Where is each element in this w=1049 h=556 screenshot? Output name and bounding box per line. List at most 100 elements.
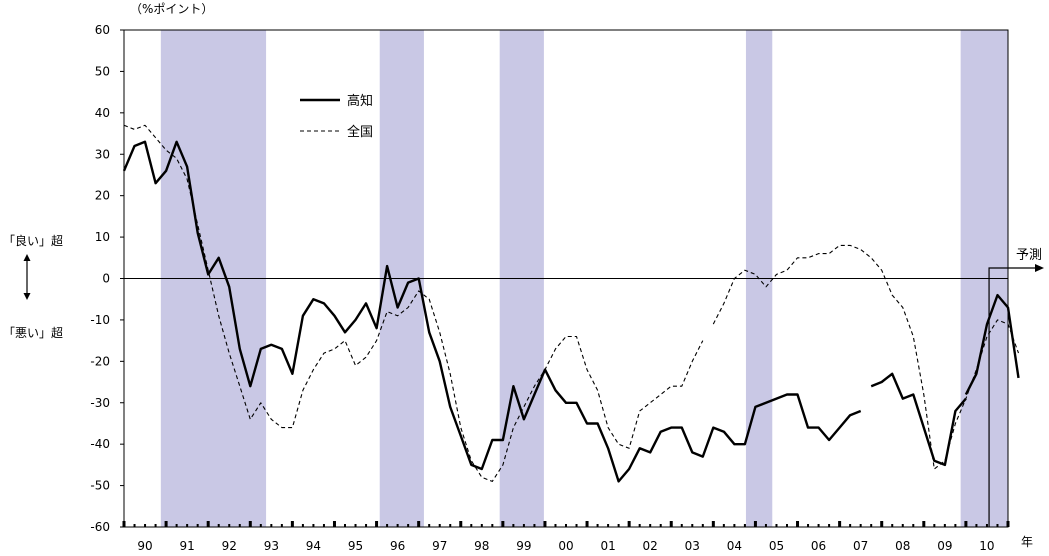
x-tick-minor <box>828 524 831 527</box>
x-tick-label: 01 <box>600 539 615 553</box>
upper-region-label: 「良い」超 <box>3 233 63 248</box>
series-kochi-line-1 <box>870 372 967 467</box>
legend-label-national: 全国 <box>347 124 373 140</box>
x-tick-minor <box>354 524 357 527</box>
y-tick-label: 60 <box>95 23 110 37</box>
x-tick-minor <box>480 524 483 527</box>
x-tick-major <box>669 521 673 527</box>
x-tick-minor <box>912 524 915 527</box>
x-tick-minor <box>512 524 515 527</box>
x-tick-minor <box>322 524 325 527</box>
x-tick-minor <box>438 524 441 527</box>
series-kochi-line-0 <box>122 140 862 483</box>
x-tick-minor <box>470 524 473 527</box>
x-tick-minor <box>280 524 283 527</box>
x-tick-minor <box>312 524 315 527</box>
y-tick-label: -50 <box>90 479 110 493</box>
x-tick-minor <box>238 524 241 527</box>
x-tick-minor <box>607 524 610 527</box>
x-tick-minor <box>954 524 957 527</box>
x-tick-major <box>122 521 126 527</box>
y-tick-label: 20 <box>95 189 110 203</box>
x-tick-major <box>627 521 631 527</box>
forecast-label: 予測 <box>1016 248 1042 263</box>
y-tick-label: 50 <box>95 64 110 78</box>
x-tick-major <box>248 521 252 527</box>
y-tick-label: 30 <box>95 147 110 161</box>
x-tick-major <box>964 521 968 527</box>
x-tick-minor <box>428 524 431 527</box>
x-tick-minor <box>859 524 862 527</box>
x-tick-label: 05 <box>769 539 784 553</box>
x-tick-label: 06 <box>811 539 826 553</box>
x-tick-minor <box>722 524 725 527</box>
x-tick-minor <box>186 524 189 527</box>
x-tick-major <box>206 521 210 527</box>
x-tick-label: 92 <box>222 539 237 553</box>
x-tick-major <box>332 521 336 527</box>
x-tick-minor <box>228 524 231 527</box>
x-tick-minor <box>396 524 399 527</box>
y-tick-label: -30 <box>90 396 110 410</box>
x-tick-minor <box>659 524 662 527</box>
x-tick-major <box>164 521 168 527</box>
axis-layer: 60 50 40 30 20 10 0 -10 -20 -30 -40 -50 -60 90 91 92 93 9… <box>90 23 1010 553</box>
x-tick-label: 99 <box>516 539 531 553</box>
x-tick-minor <box>565 524 567 527</box>
y-tick-label: -10 <box>90 313 110 327</box>
x-tick-minor <box>554 524 557 527</box>
x-tick-minor <box>743 524 746 527</box>
x-tick-minor <box>975 524 978 527</box>
x-tick-minor <box>680 524 683 527</box>
y-tick-label: -20 <box>90 354 110 368</box>
x-tick-minor <box>807 524 810 527</box>
x-tick-minor <box>996 524 999 527</box>
y-tick-label: -40 <box>90 437 110 451</box>
x-tick-major <box>922 521 926 527</box>
x-tick-minor <box>217 524 220 527</box>
x-tick-minor <box>259 524 262 527</box>
series-kochi-line-2 <box>964 293 1020 396</box>
x-tick-minor <box>733 524 736 527</box>
x-tick-major <box>501 521 505 527</box>
x-tick-major <box>543 521 547 527</box>
y-tick-label: 10 <box>95 230 110 244</box>
x-tick-major <box>796 521 800 527</box>
updown-arrow-icon <box>23 254 31 300</box>
x-tick-minor <box>533 524 536 527</box>
x-tick-label: 04 <box>727 539 742 553</box>
x-tick-label: 95 <box>348 539 363 553</box>
x-tick-minor <box>891 524 894 527</box>
x-tick-major <box>585 521 589 527</box>
x-tick-minor <box>522 524 525 527</box>
x-tick-minor <box>870 524 873 527</box>
x-tick-minor <box>849 524 852 527</box>
x-tick-minor <box>301 524 304 527</box>
x-tick-minor <box>943 524 946 527</box>
x-tick-label: 00 <box>558 539 573 553</box>
x-tick-minor <box>344 524 346 527</box>
x-tick-minor <box>575 524 578 527</box>
x-tick-label: 91 <box>180 539 195 553</box>
forecast-marker: 予測 <box>988 248 1044 527</box>
x-tick-major <box>753 521 757 527</box>
x-tick-minor <box>933 524 936 527</box>
x-tick-major <box>1006 521 1010 527</box>
x-tick-major <box>417 521 421 527</box>
x-tick-minor <box>649 524 652 527</box>
x-tick-minor <box>985 524 988 527</box>
x-tick-label: 96 <box>390 539 405 553</box>
x-tick-minor <box>701 524 704 527</box>
x-tick-minor <box>901 524 904 527</box>
y-tick-label: 0 <box>102 272 110 286</box>
x-tick-label: 93 <box>264 539 279 553</box>
x-tick-minor <box>691 524 694 527</box>
x-tick-minor <box>617 524 620 527</box>
x-tick-minor <box>407 524 410 527</box>
x-tick-minor <box>144 524 147 527</box>
x-tick-label: 03 <box>685 539 700 553</box>
x-tick-minor <box>786 524 788 527</box>
y-unit-label: （%ポイント） <box>130 2 213 16</box>
x-tick-minor <box>596 524 599 527</box>
x-tick-major <box>459 521 463 527</box>
